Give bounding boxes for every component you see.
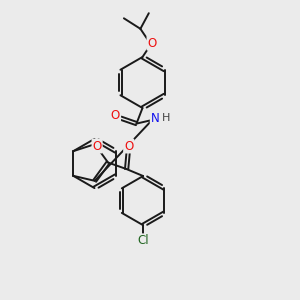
Text: O: O — [148, 37, 157, 50]
Text: O: O — [124, 140, 133, 152]
Text: H: H — [161, 112, 170, 123]
Text: N: N — [151, 112, 160, 125]
Text: O: O — [111, 109, 120, 122]
Text: O: O — [92, 140, 102, 152]
Text: Cl: Cl — [137, 234, 149, 247]
